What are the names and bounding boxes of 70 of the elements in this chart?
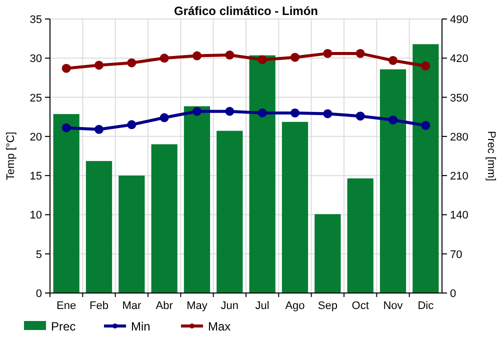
bar bbox=[412, 44, 439, 293]
bar bbox=[380, 69, 406, 293]
y2-tick-label: 420 bbox=[450, 53, 468, 66]
y2-axis-title: Prec [mm] bbox=[485, 130, 497, 182]
x-tick-label: Sep bbox=[318, 300, 338, 312]
chart-title: Gráfico climático - Limón bbox=[174, 4, 318, 18]
point bbox=[127, 120, 136, 130]
point bbox=[323, 109, 332, 118]
y-tick-label: 5 bbox=[36, 248, 42, 261]
bar bbox=[86, 161, 112, 293]
point bbox=[62, 123, 71, 132]
point bbox=[127, 58, 136, 68]
bar bbox=[151, 144, 178, 293]
x-tick-label: Ago bbox=[285, 300, 305, 312]
point bbox=[388, 56, 398, 65]
bar bbox=[347, 178, 374, 293]
point bbox=[290, 108, 300, 118]
x-tick-label: Oct bbox=[352, 300, 369, 312]
point bbox=[356, 48, 365, 58]
point bbox=[94, 60, 104, 70]
y-tick-label: 25 bbox=[30, 92, 42, 104]
y-tick-label: 0 bbox=[36, 288, 42, 300]
x-tick-label: Ene bbox=[56, 300, 76, 312]
point bbox=[258, 108, 267, 118]
x-tick-label: Feb bbox=[90, 300, 108, 312]
y-tick-label: 30 bbox=[30, 53, 42, 66]
x-tick-label: Mar bbox=[122, 300, 142, 312]
point bbox=[421, 120, 430, 130]
point bbox=[323, 48, 332, 58]
y2-tick-label: 140 bbox=[450, 210, 468, 222]
point bbox=[225, 50, 234, 60]
x-tick-label: Nov bbox=[383, 300, 404, 312]
point bbox=[94, 124, 104, 134]
x-tick-label: Jul bbox=[255, 300, 270, 312]
point bbox=[192, 106, 202, 116]
x-tick-label: Abr bbox=[156, 300, 174, 312]
point bbox=[160, 54, 169, 63]
bar bbox=[53, 114, 80, 293]
point bbox=[356, 112, 365, 121]
legend-label: Prec bbox=[51, 320, 76, 334]
x-tick-label: May bbox=[186, 300, 208, 312]
point bbox=[62, 64, 71, 73]
legend-label: Max bbox=[208, 320, 231, 334]
y2-tick-label: 280 bbox=[450, 131, 468, 144]
y-axis-title: Temp [°C] bbox=[5, 132, 17, 180]
bar bbox=[184, 106, 210, 293]
bar bbox=[249, 55, 276, 293]
y2-tick-label: 0 bbox=[450, 288, 456, 300]
point bbox=[421, 61, 430, 70]
y2-tick-label: 210 bbox=[450, 170, 468, 183]
point bbox=[388, 115, 398, 124]
point bbox=[192, 51, 202, 60]
bar bbox=[282, 122, 308, 293]
y-tick-label: 10 bbox=[30, 210, 42, 222]
y-tick-label: 20 bbox=[30, 131, 42, 144]
y2-tick-label: 70 bbox=[450, 248, 462, 261]
y-tick-label: 15 bbox=[30, 170, 42, 183]
legend-label: Min bbox=[131, 320, 150, 334]
point bbox=[225, 106, 234, 116]
point bbox=[258, 55, 267, 64]
point bbox=[290, 52, 300, 62]
x-tick-label: Jun bbox=[220, 300, 239, 312]
point bbox=[160, 113, 169, 122]
y2-tick-label: 350 bbox=[450, 92, 468, 104]
bar bbox=[314, 214, 341, 293]
y2-tick-label: 490 bbox=[450, 14, 468, 26]
x-tick-label: Dic bbox=[418, 300, 434, 312]
bar bbox=[216, 130, 243, 293]
y-tick-label: 35 bbox=[30, 14, 42, 26]
bar bbox=[118, 176, 145, 293]
